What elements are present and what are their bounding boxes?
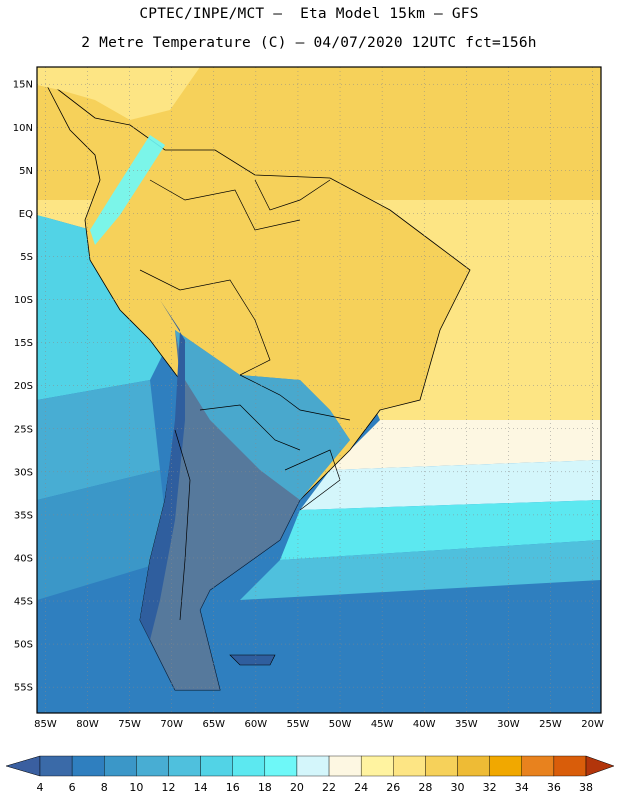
colorbar-swatch (296, 755, 330, 777)
colorbar-swatch (200, 755, 233, 777)
lon-tick-label: 65W (202, 719, 225, 730)
map-title: CPTEC/INPE/MCT – Eta Model 15km – GFS (139, 6, 479, 22)
colorbar-tick-label: 16 (226, 781, 240, 794)
lat-tick-label: 25S (14, 424, 33, 435)
lon-tick-label: 60W (245, 719, 268, 730)
lat-tick-label: 10S (14, 295, 33, 306)
lon-tick-label: 55W (287, 719, 310, 730)
colorbar-max-arrow (585, 755, 615, 777)
lat-tick-label: 5S (20, 252, 33, 263)
lon-tick-label: 20W (581, 719, 604, 730)
colorbar-tick-label: 6 (69, 781, 76, 794)
map-subtitle: 2 Metre Temperature (C) – 04/07/2020 12U… (81, 35, 537, 51)
lat-tick-label: 15N (13, 80, 33, 91)
colorbar-tick-label: 24 (354, 781, 368, 794)
colorbar-tick-label: 10 (129, 781, 143, 794)
colorbar-swatch (521, 755, 555, 777)
lat-tick-label: 45S (14, 597, 33, 608)
lon-tick-label: 70W (160, 719, 183, 730)
colorbar-swatch (393, 755, 426, 777)
colorbar-swatch (328, 755, 362, 777)
lat-tick-label: 5N (19, 166, 33, 177)
colorbar-tick-label: 36 (547, 781, 561, 794)
lon-tick-label: 80W (76, 719, 99, 730)
lon-tick-label: 75W (118, 719, 141, 730)
andes-north-cool-region (90, 135, 165, 245)
longitude-labels: 85W 80W 75W 70W 65W 60W 55W 50W 45W 40W 35W 30W 25W 2… (34, 719, 604, 730)
atlantic-cold-band (240, 540, 601, 600)
lon-tick-label: 40W (413, 719, 436, 730)
lat-tick-label: 10N (13, 123, 33, 134)
colorbar-tick-label: 18 (258, 781, 272, 794)
colorbar-tick-label: 22 (322, 781, 336, 794)
colorbar-swatch (489, 755, 522, 777)
colorbar-tick-label: 12 (161, 781, 175, 794)
pacific-south-band (37, 470, 170, 600)
lon-tick-label: 45W (371, 719, 394, 730)
colorbar-min-arrow (5, 755, 41, 777)
colorbar-swatch (39, 755, 73, 777)
colorbar-tick-label: 28 (418, 781, 432, 794)
colorbar-tick-label: 34 (515, 781, 529, 794)
falkland-islands (229, 654, 276, 666)
colorbar-tick-label: 4 (37, 781, 44, 794)
colorbar-tick-label: 30 (451, 781, 465, 794)
chaco-cool-region (175, 330, 350, 500)
lat-tick-label: 35S (14, 510, 33, 521)
colorbar: 4 6 8 10 12 14 16 18 20 22 24 26 28 30 32 34 36 38 (5, 755, 615, 794)
map-field (37, 67, 601, 713)
colorbar-tick-label: 38 (579, 781, 593, 794)
caribbean-region (37, 67, 200, 120)
colorbar-swatch (457, 755, 490, 777)
lat-tick-label: 20S (14, 381, 33, 392)
lat-tick-label: 50S (14, 640, 33, 651)
lon-tick-label: 85W (34, 719, 57, 730)
lat-tick-label: 15S (14, 338, 33, 349)
country-borders (139, 179, 351, 621)
atlantic-cool-band (300, 460, 601, 510)
colorbar-swatch (264, 755, 298, 777)
lat-tick-label: 40S (14, 553, 33, 564)
lat-tick-label: EQ (19, 209, 33, 220)
colorbar-swatch (168, 755, 201, 777)
colorbar-tick-label: 26 (386, 781, 400, 794)
colorbar-tick-label: 20 (290, 781, 304, 794)
lon-tick-label: 50W (329, 719, 352, 730)
colorbar-tick-label: 32 (483, 781, 497, 794)
lon-tick-label: 35W (455, 719, 478, 730)
lon-tick-label: 30W (497, 719, 520, 730)
lon-tick-label: 25W (539, 719, 562, 730)
map-border (36, 66, 602, 714)
andes-cold-region (140, 300, 185, 640)
colorbar-tick-label: 14 (194, 781, 208, 794)
pacific-cooler-band (37, 380, 160, 500)
colorbar-swatch (360, 755, 394, 777)
latitude-labels: 15N 10N 5N EQ 5S 10S 15S 20S 25S 30S 35S 40S 45S 50S 5… (13, 80, 33, 694)
lat-tick-label: 55S (14, 683, 33, 694)
colorbar-tick-label: 8 (101, 781, 108, 794)
colorbar-swatch (136, 755, 169, 777)
colorbar-swatch (553, 755, 587, 777)
colorbar-swatch (232, 755, 266, 777)
atlantic-mild-band (330, 420, 601, 470)
colorbar-swatch (71, 755, 105, 777)
colorbar-swatch (104, 755, 137, 777)
colorbar-swatch (425, 755, 458, 777)
lat-tick-label: 30S (14, 467, 33, 478)
